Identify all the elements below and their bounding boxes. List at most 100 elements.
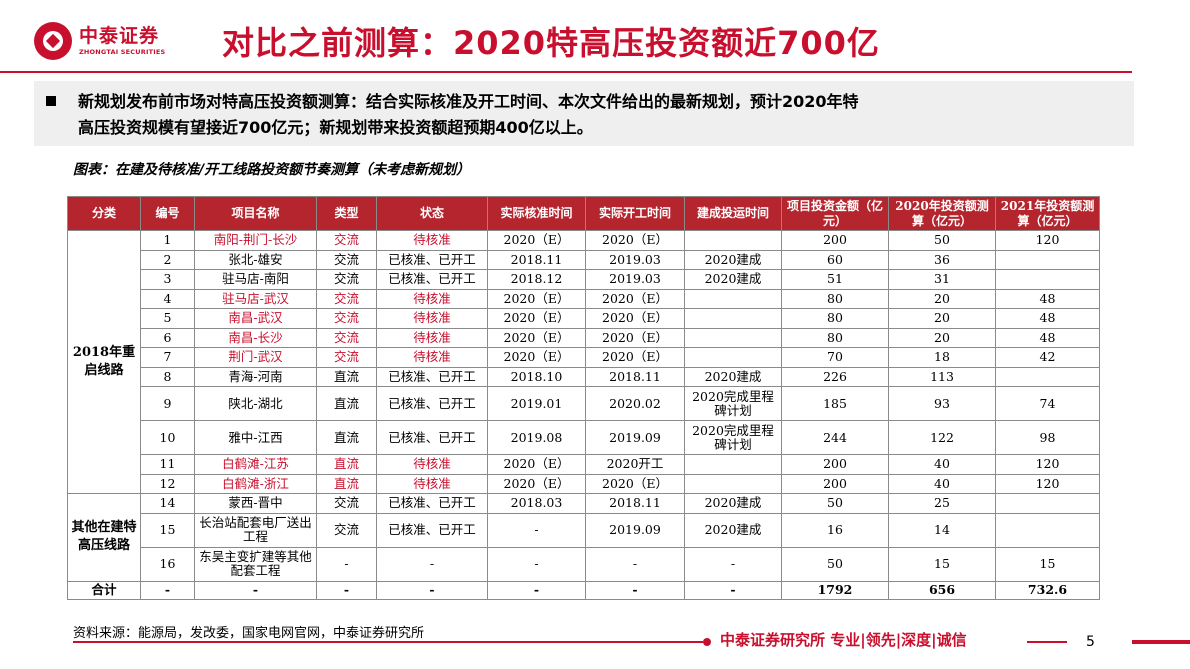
estimate-2020-cell: 25 xyxy=(888,493,996,514)
total-status-cell: - xyxy=(376,580,488,600)
estimate-2021-cell: 42 xyxy=(995,347,1100,368)
project-name-cell: 东吴主变扩建等其他配套工程 xyxy=(194,546,317,582)
estimate-2020-cell: 20 xyxy=(888,327,996,348)
estimate-2020-cell: 18 xyxy=(888,347,996,368)
estimate-2021-cell: 120 xyxy=(995,473,1100,494)
completion-time-cell xyxy=(684,454,782,475)
type-cell: 交流 xyxy=(316,249,377,270)
header-approval-time: 实际核准时间 xyxy=(487,196,586,231)
status-cell: 已核准、已开工 xyxy=(376,420,488,455)
completion-time-cell: 2020完成里程碑计划 xyxy=(684,386,782,421)
category-cell: 2018年重启线路 xyxy=(67,230,141,494)
investment-cell: 51 xyxy=(781,269,889,290)
type-cell: 直流 xyxy=(316,420,377,455)
table-row: 9 陕北-湖北 直流 已核准、已开工 2019.01 2020.02 2020完成里程碑计划… xyxy=(68,386,1100,421)
estimate-2020-cell: 14 xyxy=(888,512,996,548)
investment-cell: 60 xyxy=(781,249,889,270)
status-cell: 已核准、已开工 xyxy=(376,386,488,421)
completion-time-cell: - xyxy=(684,546,782,582)
table-row: 2 张北-雄安 交流 已核准、已开工 2018.11 2019.03 2020建成 60 36 xyxy=(68,249,1100,270)
type-cell: 交流 xyxy=(316,347,377,368)
estimate-2021-cell: 48 xyxy=(995,308,1100,329)
type-cell: 交流 xyxy=(316,493,377,514)
logo-emblem-icon xyxy=(34,22,72,60)
page-number: 5 xyxy=(1086,634,1095,650)
page-title: 对比之前测算：2020特高压投资额近700亿 xyxy=(222,24,880,62)
number-cell: 8 xyxy=(140,366,195,387)
start-time-cell: 2018.11 xyxy=(585,493,685,514)
total-approval-time-cell: - xyxy=(487,580,586,600)
footer-dot-icon xyxy=(703,638,711,646)
approval-time-cell: 2018.03 xyxy=(487,493,586,514)
summary-line-2: 高压投资规模有望接近700亿元；新规划带来投资额超预期400亿以上。 xyxy=(78,118,593,137)
completion-time-cell xyxy=(684,327,782,348)
estimate-2021-cell xyxy=(995,249,1100,270)
approval-time-cell: 2020（E） xyxy=(487,308,586,329)
approval-time-cell: 2020（E） xyxy=(487,454,586,475)
start-time-cell: - xyxy=(585,546,685,582)
source-note: 资料来源：能源局，发改委，国家电网官网，中泰证券研究所 xyxy=(73,626,425,641)
table-row: 8 青海-河南 直流 已核准、已开工 2018.10 2018.11 2020建成 226 11… xyxy=(68,366,1100,387)
project-name-cell: 青海-河南 xyxy=(194,366,317,387)
project-name-cell: 驻马店-南阳 xyxy=(194,269,317,290)
total-project-name-cell: - xyxy=(194,580,317,600)
estimate-2021-cell: 15 xyxy=(995,546,1100,582)
project-name-cell: 白鹤滩-浙江 xyxy=(194,473,317,494)
estimate-2021-cell xyxy=(995,269,1100,290)
investment-table: 分类 编号 项目名称 类型 状态 实际核准时间 实际开工时间 建成投运时间 项目… xyxy=(67,196,1100,600)
estimate-2021-cell: 48 xyxy=(995,327,1100,348)
header-2020-estimate: 2020年投资额测算（亿元） xyxy=(888,196,996,231)
status-cell: 待核准 xyxy=(376,347,488,368)
start-time-cell: 2018.11 xyxy=(585,366,685,387)
estimate-2020-cell: 40 xyxy=(888,473,996,494)
table-row: 12 白鹤滩-浙江 直流 待核准 2020（E） 2020（E） 200 40 120 xyxy=(68,473,1100,494)
approval-time-cell: 2020（E） xyxy=(487,288,586,309)
estimate-2021-cell: 74 xyxy=(995,386,1100,421)
completion-time-cell: 2020完成里程碑计划 xyxy=(684,420,782,455)
project-name-cell: 陕北-湖北 xyxy=(194,386,317,421)
completion-time-cell xyxy=(684,288,782,309)
company-logo: 中泰证券 ZHONGTAI SECURITIES xyxy=(34,22,165,60)
header-investment: 项目投资金额（亿元） xyxy=(781,196,889,231)
table-row: 2018年重启线路 1 南阳-荆门-长沙 交流 待核准 2020（E） 2020（E） 200… xyxy=(67,230,1100,494)
estimate-2020-cell: 93 xyxy=(888,386,996,421)
table-header-row: 分类 编号 项目名称 类型 状态 实际核准时间 实际开工时间 建成投运时间 项目… xyxy=(67,196,1100,231)
project-name-cell: 南昌-武汉 xyxy=(194,308,317,329)
status-cell: 待核准 xyxy=(376,454,488,475)
status-cell: 待核准 xyxy=(376,327,488,348)
start-time-cell: 2020（E） xyxy=(585,288,685,309)
project-name-cell: 南阳-荆门-长沙 xyxy=(194,230,317,251)
number-cell: 11 xyxy=(140,454,195,475)
number-cell: 2 xyxy=(140,249,195,270)
type-cell: 交流 xyxy=(316,512,377,548)
start-time-cell: 2019.03 xyxy=(585,269,685,290)
estimate-2021-cell xyxy=(995,512,1100,548)
logo-english-name: ZHONGTAI SECURITIES xyxy=(79,47,166,56)
status-cell: 待核准 xyxy=(376,308,488,329)
type-cell: 直流 xyxy=(316,366,377,387)
completion-time-cell: 2020建成 xyxy=(684,249,782,270)
number-cell: 9 xyxy=(140,386,195,421)
investment-cell: 185 xyxy=(781,386,889,421)
estimate-2020-cell: 20 xyxy=(888,288,996,309)
number-cell: 14 xyxy=(140,493,195,514)
approval-time-cell: 2018.12 xyxy=(487,269,586,290)
table-row: 6 南昌-长沙 交流 待核准 2020（E） 2020（E） 80 20 48 xyxy=(68,327,1100,348)
type-cell: 交流 xyxy=(316,230,377,251)
approval-time-cell: - xyxy=(487,546,586,582)
investment-cell: 200 xyxy=(781,454,889,475)
square-bullet-icon xyxy=(46,96,56,106)
status-cell: 已核准、已开工 xyxy=(376,366,488,387)
table-row: 5 南昌-武汉 交流 待核准 2020（E） 2020（E） 80 20 48 xyxy=(68,308,1100,329)
investment-cell: 200 xyxy=(781,473,889,494)
number-cell: 16 xyxy=(140,546,195,582)
header-type: 类型 xyxy=(316,196,377,231)
total-type-cell: - xyxy=(316,580,377,600)
table-row: 7 荆门-武汉 交流 待核准 2020（E） 2020（E） 70 18 42 xyxy=(68,347,1100,368)
number-cell: 10 xyxy=(140,420,195,455)
project-name-cell: 蒙西-晋中 xyxy=(194,493,317,514)
completion-time-cell: 2020建成 xyxy=(684,269,782,290)
approval-time-cell: 2020（E） xyxy=(487,473,586,494)
number-cell: 7 xyxy=(140,347,195,368)
estimate-2020-cell: 40 xyxy=(888,454,996,475)
